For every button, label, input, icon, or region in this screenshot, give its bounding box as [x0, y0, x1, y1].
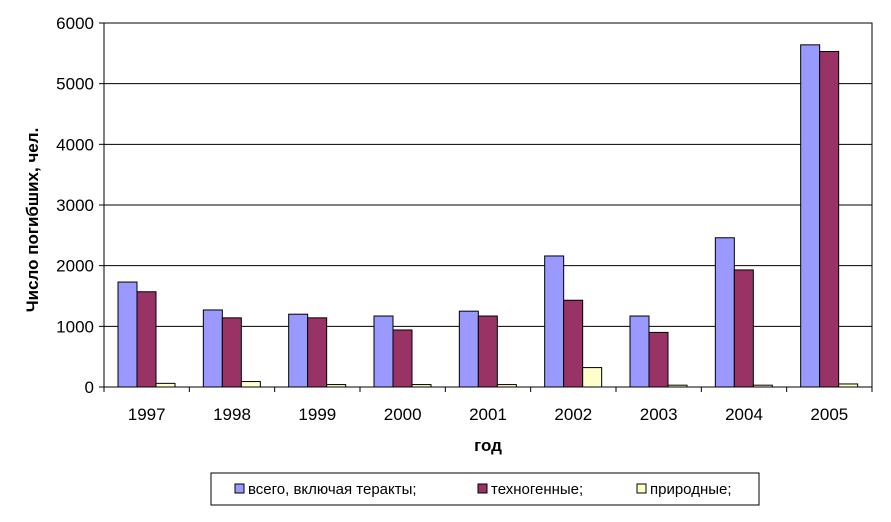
y-tick-label: 0 — [85, 378, 94, 397]
bar-3-1997 — [155, 382, 176, 388]
bar-3-2004 — [752, 384, 773, 388]
bar-2-2001 — [477, 315, 498, 388]
bar-2-2005 — [819, 51, 840, 388]
x-tick-label: 1997 — [128, 405, 166, 424]
bar-1-2002 — [544, 255, 565, 388]
bar-3-1998 — [240, 381, 261, 388]
bar-2-2000 — [392, 329, 413, 388]
x-axis-title: год — [474, 436, 502, 455]
x-tick-label: 2001 — [469, 405, 507, 424]
bar-2-1999 — [307, 317, 328, 388]
bar-3-2005 — [838, 383, 859, 388]
bar-1-2001 — [458, 310, 479, 388]
bar-1-1998 — [202, 309, 223, 388]
bar-1-1999 — [288, 313, 309, 388]
x-tick-label: 2005 — [810, 405, 848, 424]
y-tick-label: 3000 — [56, 196, 94, 215]
bar-2-2004 — [733, 269, 754, 388]
legend: всего, включая теракты; техногенные; приро… — [210, 472, 760, 506]
legend-swatch — [636, 483, 647, 494]
y-tick-label: 1000 — [56, 317, 94, 336]
legend-label: техногенные; — [491, 481, 583, 498]
bar-1-2005 — [800, 44, 821, 388]
x-tick-label: 2000 — [384, 405, 422, 424]
y-tick-label: 6000 — [56, 14, 94, 33]
bar-3-2000 — [411, 384, 432, 388]
legend-swatch — [234, 483, 245, 494]
bar-3-2003 — [667, 384, 688, 388]
bar-1-2004 — [714, 237, 735, 388]
bar-3-2001 — [496, 384, 517, 388]
bar-3-2002 — [582, 367, 603, 388]
bar-1-2003 — [629, 315, 650, 388]
bar-2-1998 — [221, 317, 242, 388]
y-tick-label: 5000 — [56, 75, 94, 94]
bar-3-1999 — [326, 384, 347, 388]
y-axis-title: Число погибших, чел. — [23, 128, 42, 313]
legend-label: природные; — [650, 481, 732, 498]
x-tick-label: 2004 — [725, 405, 763, 424]
x-tick-label: 1998 — [213, 405, 251, 424]
bar-1-1997 — [117, 281, 138, 388]
y-tick-labels: 0 1000 2000 3000 4000 5000 6000 — [56, 14, 94, 397]
y-tick-label: 4000 — [56, 135, 94, 154]
y-tick-label: 2000 — [56, 257, 94, 276]
legend-items: всего, включая теракты; техногенные; приро… — [234, 481, 732, 498]
x-tick-labels: 1997 1998 1999 2000 2001 2002 2003 2004 2005 — [128, 405, 848, 424]
bar-2-2002 — [563, 299, 584, 388]
x-tick-label: 2003 — [640, 405, 678, 424]
legend-label: всего, включая теракты; — [248, 481, 417, 498]
bar-2-2003 — [648, 331, 669, 388]
bar-2-1997 — [136, 291, 157, 388]
legend-swatch — [477, 483, 488, 494]
bar-1-2000 — [373, 315, 394, 388]
x-tick-label: 2002 — [554, 405, 592, 424]
x-tick-label: 1999 — [298, 405, 336, 424]
axes — [99, 22, 873, 392]
bars — [117, 44, 859, 388]
